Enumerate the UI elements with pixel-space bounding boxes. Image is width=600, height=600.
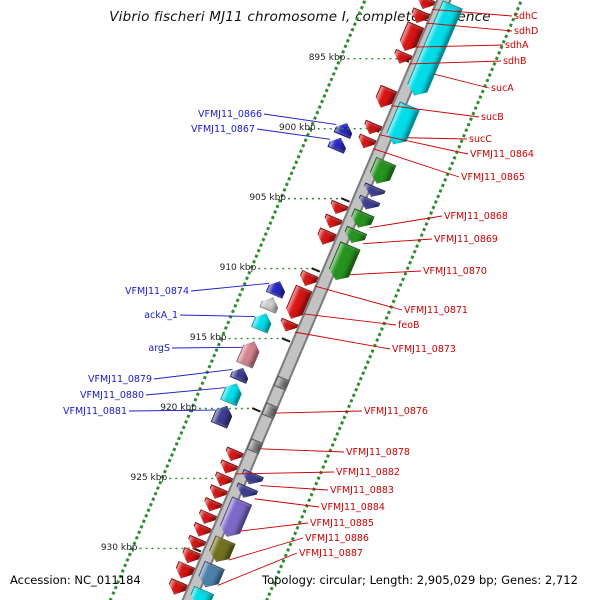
gene-feature[interactable] (259, 294, 281, 314)
gene-label-vfmj11_0867[interactable]: VFMJ11_0867 (191, 123, 255, 135)
gene-label-vfmj11_0883[interactable]: VFMJ11_0883 (330, 484, 394, 496)
gene-label-leader (260, 485, 329, 491)
gene-label-leader (369, 215, 443, 229)
gene-vfmj11_0866[interactable] (333, 120, 355, 140)
kbp-tick-label: 920 kbp (160, 402, 197, 413)
kbp-tick (310, 267, 321, 273)
gene-label-vfmj11_0870[interactable]: VFMJ11_0870 (423, 265, 487, 277)
gene-label-vfmj11_0864[interactable]: VFMJ11_0864 (470, 148, 534, 160)
gene-label-sdhb[interactable]: sdhB (503, 55, 527, 67)
gene-acka_1[interactable] (251, 310, 275, 334)
gene-label-vfmj11_0868[interactable]: VFMJ11_0868 (444, 210, 508, 222)
kbp-tick (340, 197, 350, 203)
gene-label-vfmj11_0874[interactable]: VFMJ11_0874 (125, 285, 189, 297)
gene-label-feob[interactable]: feoB (398, 319, 420, 331)
gene-vfmj11_0880[interactable] (220, 380, 245, 407)
gene-label-leader (363, 238, 433, 245)
gene-label-suca[interactable]: sucA (491, 82, 514, 94)
gene-vfmj11_0874[interactable] (266, 278, 289, 299)
gene-label-sdhc[interactable]: sdhC (514, 10, 538, 22)
gene-label-leader (190, 282, 270, 292)
kbp-tick (251, 407, 261, 413)
gene-label-succ[interactable]: sucC (469, 133, 492, 145)
gene-label-vfmj11_0882[interactable]: VFMJ11_0882 (336, 466, 400, 478)
gene-label-vfmj11_0866[interactable]: VFMJ11_0866 (198, 108, 262, 120)
gene-label-leader (145, 387, 225, 396)
gene-label-leader (408, 137, 468, 140)
gene-label-vfmj11_0873[interactable]: VFMJ11_0873 (392, 343, 456, 355)
gene-label-vfmj11_0878[interactable]: VFMJ11_0878 (346, 446, 410, 458)
gene-label-args[interactable]: argS (148, 342, 170, 354)
kbp-tick-label: 895 kbp (308, 53, 346, 64)
gene-label-leader (275, 410, 363, 414)
map-title: Vibrio fischeri MJ11 chromosome I, compl… (109, 9, 491, 25)
gene-label-vfmj11_0880[interactable]: VFMJ11_0880 (80, 389, 144, 401)
gene-label-acka_1[interactable]: ackA_1 (144, 309, 178, 321)
kbp-tick (281, 337, 291, 343)
gene-label-vfmj11_0876[interactable]: VFMJ11_0876 (364, 405, 428, 417)
gene-label-sdhd[interactable]: sdhD (514, 25, 539, 37)
topology-text: Topology: circular; Length: 2,905,029 bp… (262, 573, 578, 587)
kbp-tick-label: 930 kbp (100, 542, 138, 553)
kbp-tick-label: 915 kbp (189, 333, 227, 344)
gene-label-leader (179, 314, 255, 318)
gene-label-vfmj11_0886[interactable]: VFMJ11_0886 (305, 532, 369, 544)
gene-vfmj11_0879[interactable] (229, 364, 251, 384)
gene-label-vfmj11_0881[interactable]: VFMJ11_0881 (63, 405, 127, 417)
kbp-tick-label: 905 kbp (249, 193, 286, 204)
gene-label-leader (171, 346, 242, 349)
kbp-tick-label: 900 kbp (279, 123, 316, 134)
kbp-tick-label: 910 kbp (219, 263, 257, 274)
kbp-tick-label: 925 kbp (130, 472, 168, 483)
gene-label-sucb[interactable]: sucB (481, 111, 504, 123)
gene-label-leader (434, 73, 490, 89)
gene-label-vfmj11_0884[interactable]: VFMJ11_0884 (321, 501, 385, 513)
gene-label-vfmj11_0887[interactable]: VFMJ11_0887 (299, 547, 363, 559)
gene-label-vfmj11_0871[interactable]: VFMJ11_0871 (404, 304, 468, 316)
gene-label-vfmj11_0879[interactable]: VFMJ11_0879 (88, 373, 152, 385)
accession-text: Accession: NC_011184 (10, 573, 141, 587)
gene-label-leader (153, 369, 233, 380)
gene-args[interactable] (236, 338, 263, 369)
gene-vfmj11_0881[interactable] (210, 402, 235, 429)
gene-label-vfmj11_0885[interactable]: VFMJ11_0885 (310, 517, 374, 529)
gene-label-vfmj11_0869[interactable]: VFMJ11_0869 (434, 233, 498, 245)
gene-label-leader (349, 270, 422, 276)
gene-label-sdha[interactable]: sdhA (505, 39, 529, 51)
gene-label-vfmj11_0865[interactable]: VFMJ11_0865 (461, 171, 525, 183)
